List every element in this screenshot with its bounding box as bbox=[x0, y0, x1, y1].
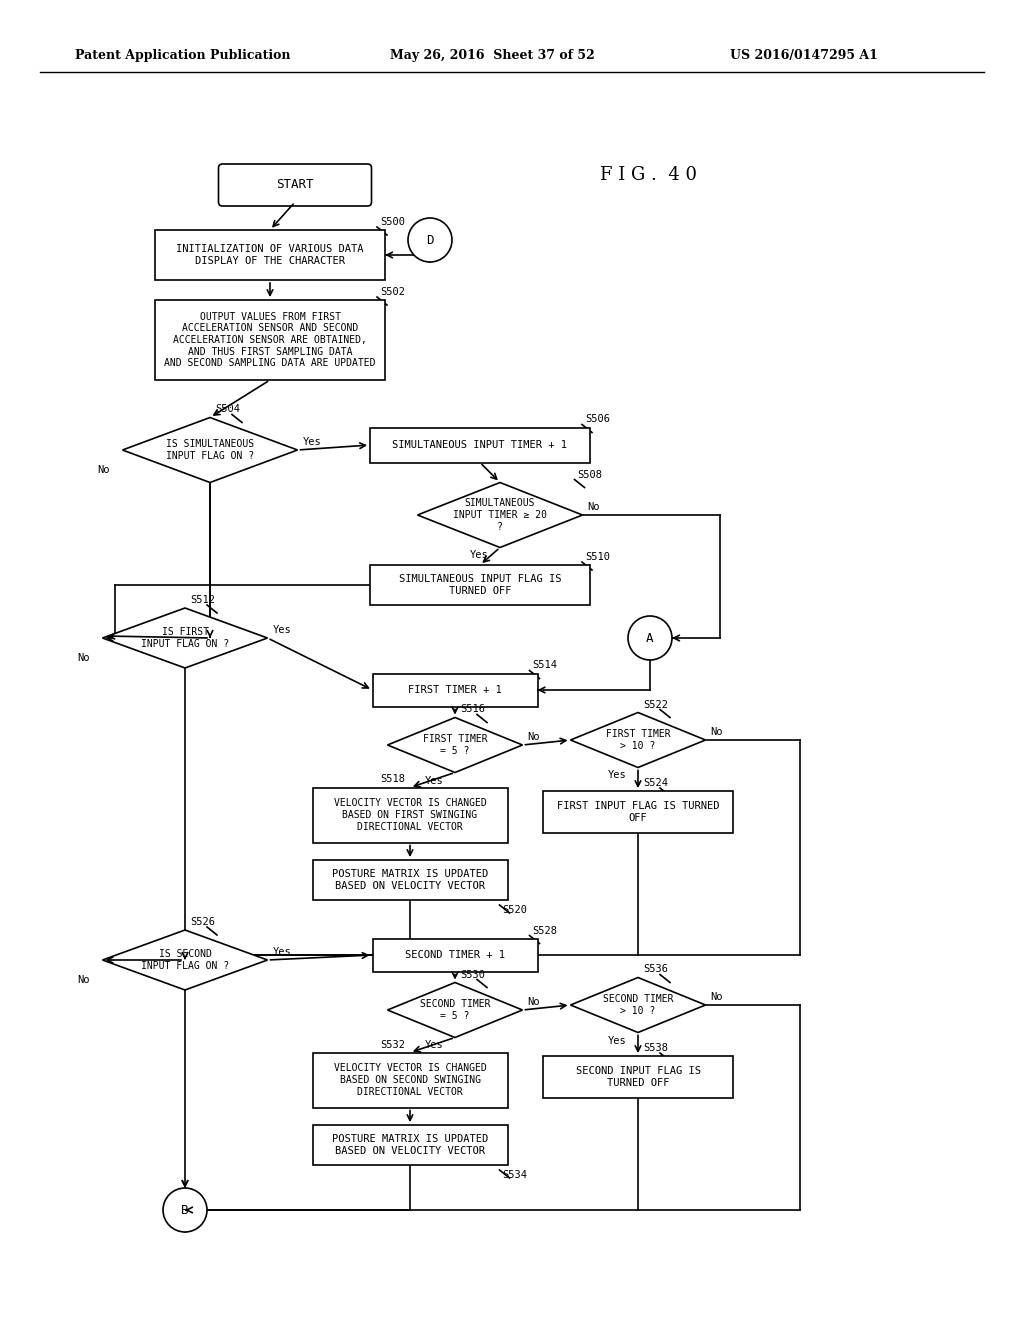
Polygon shape bbox=[387, 982, 522, 1038]
Text: Yes: Yes bbox=[272, 946, 291, 957]
Text: SECOND TIMER + 1: SECOND TIMER + 1 bbox=[406, 950, 505, 960]
Text: SIMULTANEOUS INPUT FLAG IS
TURNED OFF: SIMULTANEOUS INPUT FLAG IS TURNED OFF bbox=[398, 574, 561, 595]
Text: S502: S502 bbox=[380, 286, 406, 297]
Text: S504: S504 bbox=[215, 404, 240, 414]
Text: No: No bbox=[527, 997, 540, 1007]
Polygon shape bbox=[570, 713, 706, 767]
Bar bbox=[155, 300, 385, 380]
Text: POSTURE MATRIX IS UPDATED
BASED ON VELOCITY VECTOR: POSTURE MATRIX IS UPDATED BASED ON VELOC… bbox=[332, 1134, 488, 1156]
Text: FIRST INPUT FLAG IS TURNED
OFF: FIRST INPUT FLAG IS TURNED OFF bbox=[557, 801, 719, 822]
FancyBboxPatch shape bbox=[218, 164, 372, 206]
Polygon shape bbox=[418, 483, 583, 548]
Text: S514: S514 bbox=[532, 660, 557, 671]
Text: SECOND TIMER
= 5 ?: SECOND TIMER = 5 ? bbox=[420, 999, 490, 1020]
Bar bbox=[312, 1052, 508, 1107]
Text: Yes: Yes bbox=[425, 776, 443, 785]
Text: Yes: Yes bbox=[272, 624, 291, 635]
Text: FIRST TIMER
> 10 ?: FIRST TIMER > 10 ? bbox=[605, 729, 671, 751]
Text: S516: S516 bbox=[460, 705, 485, 714]
Bar bbox=[312, 1125, 508, 1166]
Bar bbox=[373, 673, 538, 706]
Bar bbox=[543, 791, 733, 833]
Text: A: A bbox=[646, 631, 653, 644]
Text: Yes: Yes bbox=[425, 1040, 443, 1051]
Text: INITIALIZATION OF VARIOUS DATA
DISPLAY OF THE CHARACTER: INITIALIZATION OF VARIOUS DATA DISPLAY O… bbox=[176, 244, 364, 265]
Text: SIMULTANEOUS
INPUT TIMER ≥ 20
?: SIMULTANEOUS INPUT TIMER ≥ 20 ? bbox=[453, 499, 547, 532]
Text: S536: S536 bbox=[643, 965, 668, 974]
Text: S526: S526 bbox=[190, 917, 215, 927]
Text: FIRST TIMER
= 5 ?: FIRST TIMER = 5 ? bbox=[423, 734, 487, 756]
Text: SIMULTANEOUS INPUT TIMER + 1: SIMULTANEOUS INPUT TIMER + 1 bbox=[392, 440, 567, 450]
Text: START: START bbox=[276, 178, 313, 191]
Text: OUTPUT VALUES FROM FIRST
ACCELERATION SENSOR AND SECOND
ACCELERATION SENSOR ARE : OUTPUT VALUES FROM FIRST ACCELERATION SE… bbox=[164, 312, 376, 368]
Text: No: No bbox=[711, 993, 723, 1002]
Polygon shape bbox=[570, 978, 706, 1032]
Text: F I G .  4 0: F I G . 4 0 bbox=[600, 166, 697, 183]
Text: May 26, 2016  Sheet 37 of 52: May 26, 2016 Sheet 37 of 52 bbox=[390, 49, 595, 62]
Text: S522: S522 bbox=[643, 700, 668, 710]
Bar bbox=[373, 939, 538, 972]
Bar bbox=[312, 861, 508, 900]
Text: S512: S512 bbox=[190, 595, 215, 605]
Text: Yes: Yes bbox=[608, 771, 627, 780]
Text: VELOCITY VECTOR IS CHANGED
BASED ON FIRST SWINGING
DIRECTIONAL VECTOR: VELOCITY VECTOR IS CHANGED BASED ON FIRS… bbox=[334, 799, 486, 832]
Text: D: D bbox=[426, 234, 434, 247]
Text: S506: S506 bbox=[585, 414, 610, 425]
Circle shape bbox=[163, 1188, 207, 1232]
Text: No: No bbox=[527, 733, 540, 742]
Bar bbox=[312, 788, 508, 842]
Text: No: No bbox=[78, 653, 90, 663]
Text: S510: S510 bbox=[585, 552, 610, 562]
Text: S520: S520 bbox=[503, 906, 527, 915]
Text: S530: S530 bbox=[460, 969, 485, 979]
Text: IS SECOND
INPUT FLAG ON ?: IS SECOND INPUT FLAG ON ? bbox=[141, 949, 229, 970]
Text: SECOND INPUT FLAG IS
TURNED OFF: SECOND INPUT FLAG IS TURNED OFF bbox=[575, 1067, 700, 1088]
Text: Patent Application Publication: Patent Application Publication bbox=[75, 49, 291, 62]
Polygon shape bbox=[123, 417, 298, 483]
Bar bbox=[155, 230, 385, 280]
Text: S528: S528 bbox=[532, 925, 557, 936]
Polygon shape bbox=[102, 609, 267, 668]
Text: VELOCITY VECTOR IS CHANGED
BASED ON SECOND SWINGING
DIRECTIONAL VECTOR: VELOCITY VECTOR IS CHANGED BASED ON SECO… bbox=[334, 1064, 486, 1097]
Text: No: No bbox=[588, 502, 600, 512]
Polygon shape bbox=[387, 718, 522, 772]
Text: S534: S534 bbox=[503, 1170, 527, 1180]
Polygon shape bbox=[102, 931, 267, 990]
Text: Yes: Yes bbox=[302, 437, 322, 447]
Bar bbox=[370, 428, 590, 462]
Text: Yes: Yes bbox=[470, 550, 488, 561]
Text: POSTURE MATRIX IS UPDATED
BASED ON VELOCITY VECTOR: POSTURE MATRIX IS UPDATED BASED ON VELOC… bbox=[332, 869, 488, 891]
Text: S538: S538 bbox=[643, 1043, 668, 1053]
Text: S518: S518 bbox=[380, 775, 406, 784]
Text: No: No bbox=[78, 975, 90, 985]
Bar bbox=[370, 565, 590, 605]
Bar bbox=[543, 1056, 733, 1098]
Circle shape bbox=[408, 218, 452, 261]
Text: IS FIRST
INPUT FLAG ON ?: IS FIRST INPUT FLAG ON ? bbox=[141, 627, 229, 649]
Text: SECOND TIMER
> 10 ?: SECOND TIMER > 10 ? bbox=[603, 994, 673, 1016]
Text: FIRST TIMER + 1: FIRST TIMER + 1 bbox=[409, 685, 502, 696]
Text: S500: S500 bbox=[380, 216, 406, 227]
Circle shape bbox=[628, 616, 672, 660]
Text: S532: S532 bbox=[380, 1040, 406, 1049]
Text: S508: S508 bbox=[578, 470, 602, 479]
Text: US 2016/0147295 A1: US 2016/0147295 A1 bbox=[730, 49, 878, 62]
Text: IS SIMULTANEOUS
INPUT FLAG ON ?: IS SIMULTANEOUS INPUT FLAG ON ? bbox=[166, 440, 254, 461]
Text: No: No bbox=[711, 727, 723, 737]
Text: Yes: Yes bbox=[608, 1035, 627, 1045]
Text: No: No bbox=[97, 465, 110, 475]
Text: B: B bbox=[181, 1204, 188, 1217]
Text: S524: S524 bbox=[643, 777, 668, 788]
